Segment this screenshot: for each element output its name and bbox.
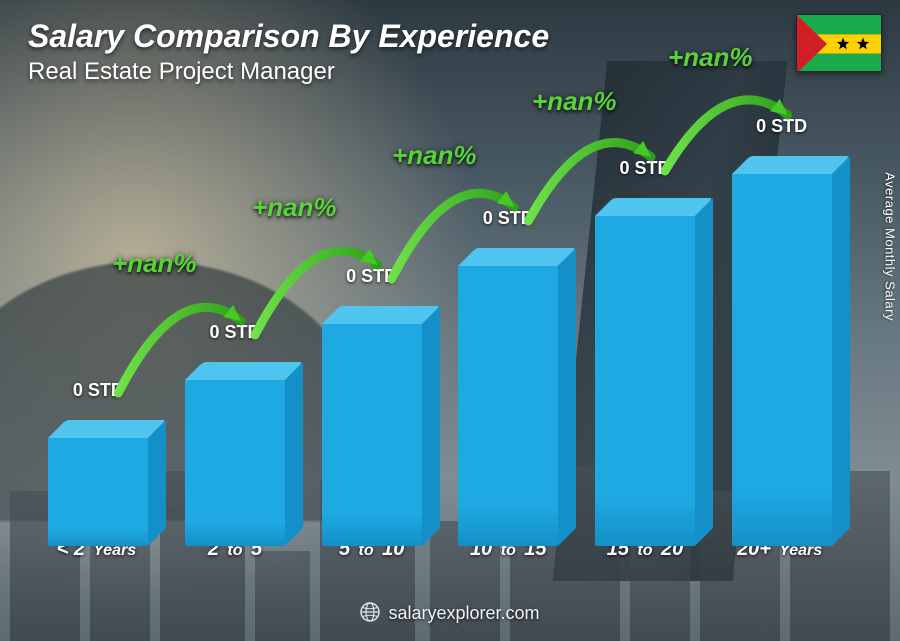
chart-subtitle: Real Estate Project Manager [28, 58, 335, 86]
bar-value-label: 0 STD [483, 208, 534, 229]
bar-column: 0 STD5 to 10 [312, 120, 432, 561]
bar-column: 0 STD10 to 15 [448, 120, 568, 561]
country-flag-icon [796, 14, 882, 72]
bar-value-label: 0 STD [756, 116, 807, 137]
chart-title: Salary Comparison By Experience [28, 18, 549, 55]
bar-column: 0 STD15 to 20 [585, 120, 705, 561]
bar-value-label: 0 STD [73, 380, 124, 401]
bar-column: 0 STD20+ Years [722, 120, 842, 561]
infographic-canvas: Salary Comparison By Experience Real Est… [0, 0, 900, 641]
y-axis-label: Average Monthly Salary [883, 172, 898, 321]
bar-value-label: 0 STD [346, 266, 397, 287]
globe-icon [360, 602, 380, 627]
bar-value-label: 0 STD [209, 322, 260, 343]
bar-column: 0 STD2 to 5 [175, 120, 295, 561]
bar-column: 0 STD< 2 Years [38, 120, 158, 561]
bar-chart: 0 STD< 2 Years0 STD2 to 50 STD5 to 100 S… [30, 120, 850, 561]
footer-attribution: salaryexplorer.com [0, 602, 900, 627]
footer-text: salaryexplorer.com [388, 603, 539, 623]
bar-value-label: 0 STD [619, 158, 670, 179]
